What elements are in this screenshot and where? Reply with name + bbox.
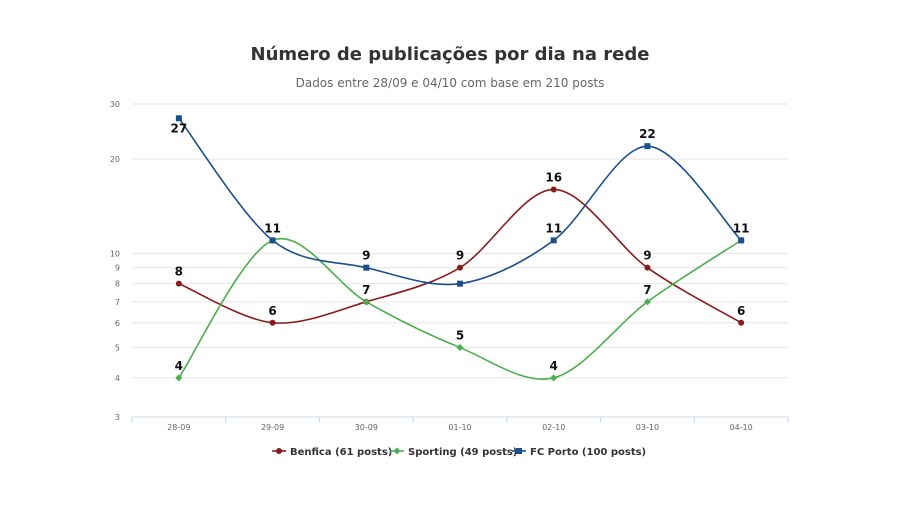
y-tick-label: 7 [115,298,120,307]
y-tick-label: 6 [115,319,120,328]
marker-circle [738,319,745,326]
x-tick-label: 28-09 [167,423,190,432]
x-tick-label: 30-09 [355,423,378,432]
data-label: 16 [545,170,562,184]
data-label: 5 [456,329,464,343]
marker-square [363,264,370,271]
marker-circle [550,186,557,193]
marker-circle [457,264,463,271]
marker-diamond [175,374,183,382]
y-tick-label: 4 [115,374,120,383]
data-label: 7 [643,283,651,297]
data-label: 11 [264,221,281,235]
x-tick-label: 04-10 [730,423,753,432]
marker-square [457,280,463,287]
marker-circle [269,319,276,326]
marker-circle [644,264,651,271]
data-labels: 8 4 27 6 11 7 9 9 5 16 4 11 9 7 22 6 11 [171,121,750,373]
legend-item-label: FC Porto (100 posts) [530,447,646,458]
data-label: 9 [456,249,464,263]
marker-square [550,237,557,244]
y-tick-label: 20 [110,155,120,164]
legend-marker-diamond [393,447,401,455]
data-label: 9 [362,249,370,263]
marker-diamond [456,344,464,352]
data-label: 11 [733,221,750,235]
chart-subtitle: Dados entre 28/09 e 04/10 com base em 21… [295,76,605,90]
y-tick-label: 8 [115,280,120,289]
y-tick-label: 3 [115,413,120,422]
data-label: 8 [175,265,183,279]
data-label: 4 [550,359,558,373]
marker-circle [175,280,182,287]
x-tick-label: 02-10 [542,423,565,432]
data-label: 22 [639,127,656,141]
data-label: 11 [545,221,562,235]
y-tick-label: 5 [115,344,120,353]
x-tick-label: 01-10 [448,423,471,432]
y-tick-label: 9 [115,264,120,273]
x-axis: 28-09 29-09 30-09 01-10 02-10 03-10 04-10 [131,416,789,432]
marker-diamond [362,298,370,306]
y-tick-label: 10 [110,249,120,258]
data-label: 4 [175,359,183,373]
legend-marker-circle [276,448,282,454]
legend: Benfica (61 posts) Sporting (49 posts) FC … [272,447,646,458]
marker-square [644,143,651,150]
data-label: 9 [643,249,651,263]
data-label: 6 [268,304,276,318]
marker-diamond [550,374,558,382]
x-tick-label: 03-10 [636,423,659,432]
chart-title: Número de publicações por dia na rede [250,44,650,65]
data-label: 7 [362,283,370,297]
data-label: 27 [171,121,188,135]
series-markers [175,115,745,382]
y-axis-ticks: 3 4 5 6 7 8 9 10 20 30 [110,100,120,422]
marker-square [175,115,182,122]
y-tick-label: 30 [110,100,120,109]
legend-marker-square [516,448,522,454]
marker-square [738,237,745,244]
marker-diamond [643,298,651,306]
legend-item-label: Benfica (61 posts) [290,447,392,458]
marker-square [269,237,276,244]
x-tick-label: 29-09 [261,423,284,432]
data-label: 6 [737,304,745,318]
legend-item-label: Sporting (49 posts) [408,447,517,458]
